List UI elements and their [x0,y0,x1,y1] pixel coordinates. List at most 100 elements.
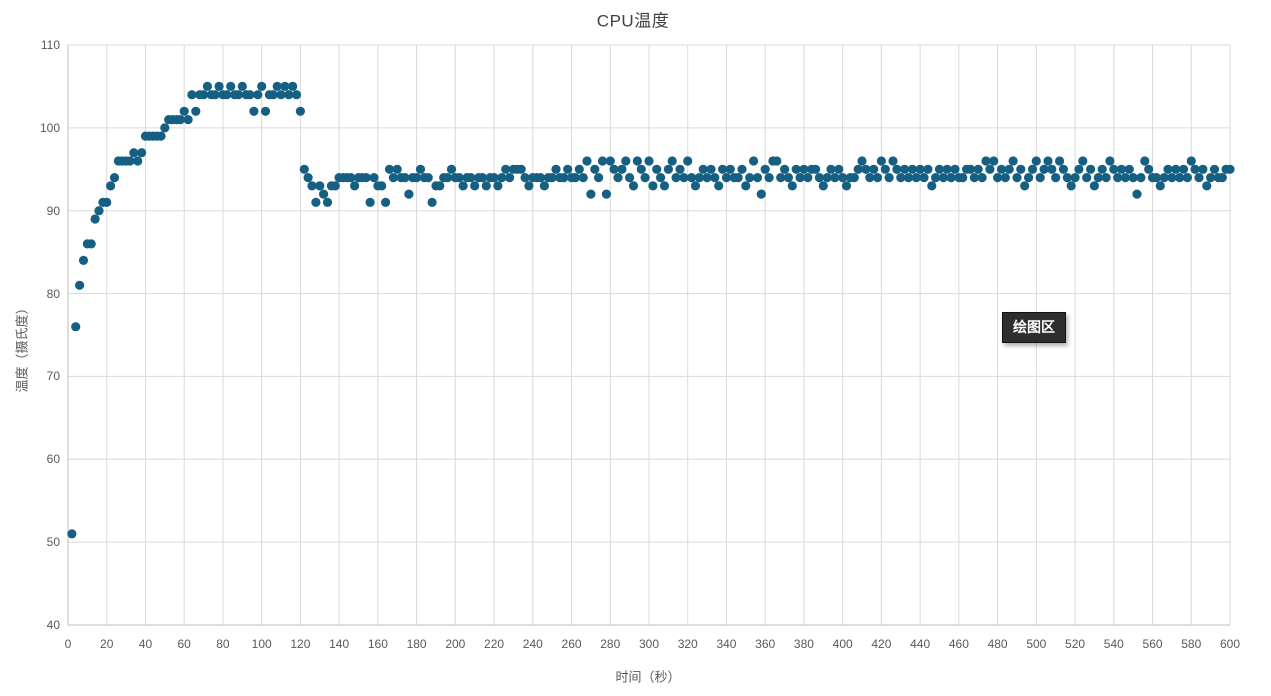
data-point [1012,173,1022,183]
data-point [505,173,515,183]
data-point [311,197,321,207]
data-point [787,181,797,191]
data-point [1055,156,1065,166]
data-point [497,173,507,183]
data-point [632,156,643,166]
x-tick-label: 560 [1142,637,1163,651]
data-point [772,156,782,166]
data-point [601,189,612,199]
data-point [799,164,809,174]
y-tick-label: 40 [46,618,60,632]
data-point [663,164,674,174]
data-point [253,90,263,100]
data-point [1194,173,1204,183]
data-point [1066,181,1076,191]
data-point [1109,164,1119,174]
data-point [214,81,224,91]
data-point [698,164,708,174]
chart-title[interactable]: CPU温度 [596,11,670,31]
data-point [958,173,968,183]
data-point [1101,173,1111,183]
data-point [1217,173,1227,183]
data-point [199,90,209,100]
data-point [745,173,755,183]
data-point [1136,173,1146,183]
data-point [1167,173,1177,183]
data-point [377,181,387,191]
data-point [78,255,89,265]
data-point [315,181,325,191]
x-tick-label: 140 [329,637,350,651]
data-point [679,173,689,183]
data-point [1089,181,1099,191]
x-tick-label: 200 [445,637,466,651]
data-point [109,173,120,183]
data-point [1020,181,1030,191]
data-point [535,173,546,183]
data-point [934,164,945,174]
x-tick-label: 120 [290,637,311,651]
data-point [489,173,499,183]
data-point [818,181,828,191]
data-point [249,106,259,116]
x-tick-label: 480 [987,637,1008,651]
x-tick-label: 360 [755,637,776,651]
data-point [1031,156,1041,166]
data-point [892,164,902,174]
data-point [1144,164,1154,174]
data-point [648,181,658,191]
data-point [539,181,550,191]
plot-area-tooltip: 绘图区 [1002,312,1066,343]
data-point [586,189,596,199]
data-point [869,164,879,174]
data-point [129,148,139,158]
data-point [400,173,410,183]
data-point [94,206,104,216]
data-point [814,173,825,183]
data-point [1225,164,1235,174]
data-point [1093,173,1103,183]
data-point [640,173,650,183]
data-point [133,156,143,166]
data-point [102,197,112,207]
x-tick-label: 440 [910,637,931,651]
data-point [86,239,96,249]
data-point [1024,173,1034,183]
data-point [950,164,960,174]
x-tick-label: 100 [251,637,272,651]
data-point [1178,164,1189,174]
x-tick-label: 220 [484,637,505,651]
data-point [361,173,371,183]
data-point [1058,164,1068,174]
data-point [1097,164,1107,174]
data-point [233,90,243,100]
data-point [737,164,747,174]
data-point [415,164,426,174]
data-point [1043,156,1053,166]
data-point [466,173,476,183]
data-point [644,156,654,166]
data-point [942,164,952,174]
data-point [927,181,937,191]
data-point [667,156,677,166]
data-point [780,164,790,174]
data-point [1175,173,1185,183]
x-tick-label: 580 [1181,637,1202,651]
y-tick-label: 100 [39,120,60,135]
data-point [830,173,840,183]
data-point [749,156,759,166]
data-point [989,156,999,166]
data-point [702,173,712,183]
x-axis-title[interactable]: 时间（秒） [615,669,681,685]
data-point [470,181,480,191]
data-point [923,164,933,174]
data-point [783,173,794,183]
x-tick-label: 20 [100,637,114,651]
y-tick-label: 80 [46,286,60,301]
data-point [516,164,526,174]
data-point [1171,164,1181,174]
data-point [1000,173,1010,183]
data-point [392,164,402,174]
